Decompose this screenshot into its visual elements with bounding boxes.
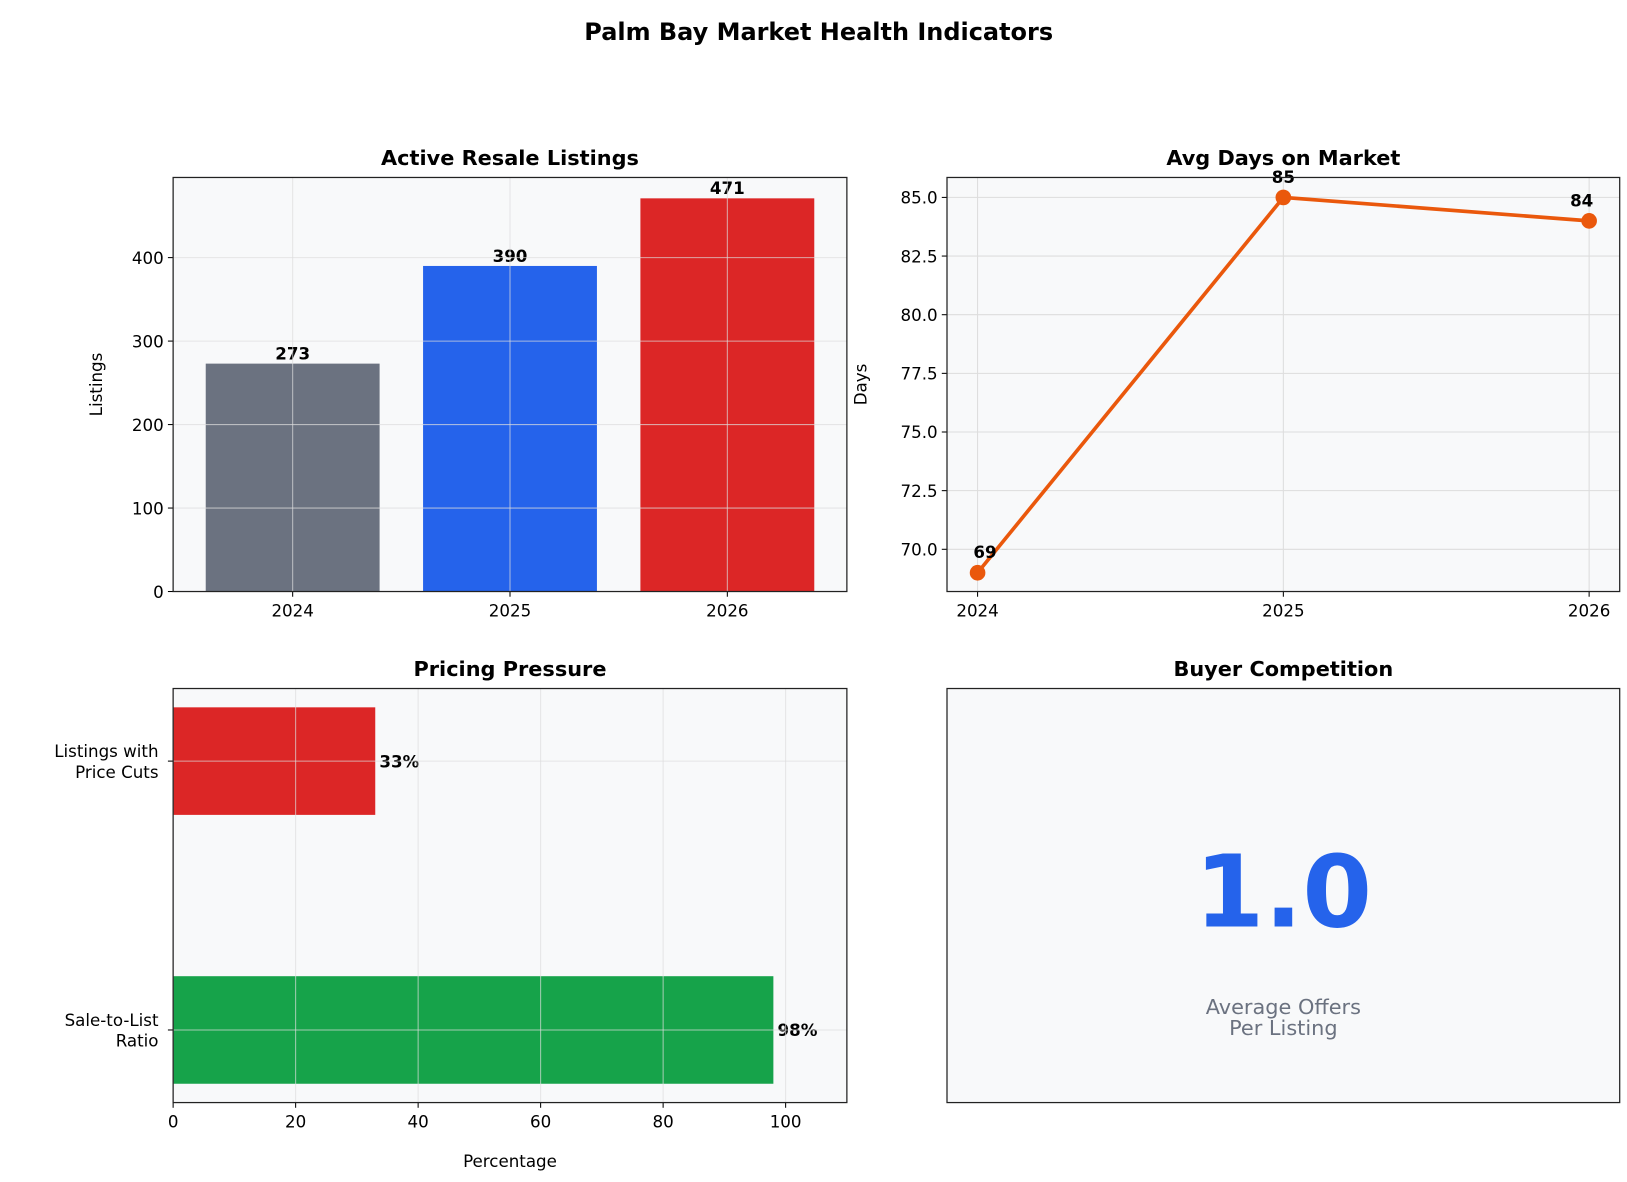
data-label: 84 (1570, 191, 1593, 210)
x-tick-label: 60 (530, 1113, 551, 1132)
kpi-caption: Average Offers Per Listing (1206, 995, 1361, 1040)
y-axis-label: Listings (87, 353, 106, 417)
data-label: 33% (379, 752, 419, 771)
x-tick-label: 2026 (1568, 602, 1610, 621)
y-tick-label: 400 (132, 249, 164, 268)
y-axis-label: Days (852, 364, 871, 406)
x-tick-label: 2025 (1262, 602, 1304, 621)
axes-frame (172, 687, 848, 1104)
chart-title: Active Resale Listings (381, 146, 639, 170)
y-tick-label: Listings with Price Cuts (54, 742, 158, 782)
chart-title: Avg Days on Market (1166, 146, 1400, 170)
x-tick-label: 2025 (489, 602, 531, 621)
y-tick-label: 85.0 (900, 189, 937, 208)
y-tick-label: 75.0 (900, 423, 937, 442)
buyer-competition-panel: Buyer Competition 1.0 Average Offers Per Li… (946, 657, 1621, 1104)
chart-title: Buyer Competition (1173, 657, 1393, 681)
x-tick-label: 20 (285, 1113, 306, 1132)
y-tick-label: 100 (132, 499, 164, 518)
x-tick-label: 40 (408, 1113, 429, 1132)
y-tick-label: 200 (132, 416, 164, 435)
axes-frame (946, 176, 1621, 593)
data-label: 69 (973, 543, 996, 562)
x-tick-label: 80 (653, 1113, 674, 1132)
y-tick-label: 300 (132, 332, 164, 351)
axes-frame (172, 176, 848, 593)
y-tick-label: 72.5 (900, 482, 937, 501)
y-tick-label: 70.0 (900, 541, 937, 560)
listings-chart: Active Resale Listings 0 100 200 300 400 2024 2… (87, 146, 848, 621)
y-tick-label: 77.5 (900, 365, 937, 384)
days-on-market-chart: 70.0 72.5 75.0 77.5 80.0 82.5 85.0 2024 2025 2026… (852, 146, 1621, 621)
y-tick-label: 80.0 (900, 306, 937, 325)
x-tick-label: 2024 (271, 602, 313, 621)
y-tick-label: 82.5 (900, 247, 937, 266)
y-tick-label: 0 (153, 583, 164, 602)
data-label: 98% (778, 1021, 818, 1040)
figure-title: Palm Bay Market Health Indicators (584, 18, 1053, 46)
x-tick-label: 2024 (956, 602, 998, 621)
x-tick-label: 0 (168, 1113, 179, 1132)
axes-frame (946, 687, 1621, 1104)
data-point (1275, 189, 1292, 206)
x-tick-label: 2026 (706, 602, 748, 621)
x-tick-label: 100 (770, 1113, 802, 1132)
data-point (1581, 213, 1597, 229)
plot-area (946, 688, 1620, 1103)
pricing-pressure-chart: Pricing Pressure 0 20 40 60 80 100 Sale-to-List… (54, 657, 848, 1171)
chart-title: Pricing Pressure (414, 657, 607, 681)
y-tick-label: Sale-to-List Ratio (65, 1011, 159, 1051)
x-axis-label: Percentage (463, 1152, 557, 1171)
kpi-value: 1.0 (1195, 833, 1372, 950)
data-point (969, 564, 986, 581)
